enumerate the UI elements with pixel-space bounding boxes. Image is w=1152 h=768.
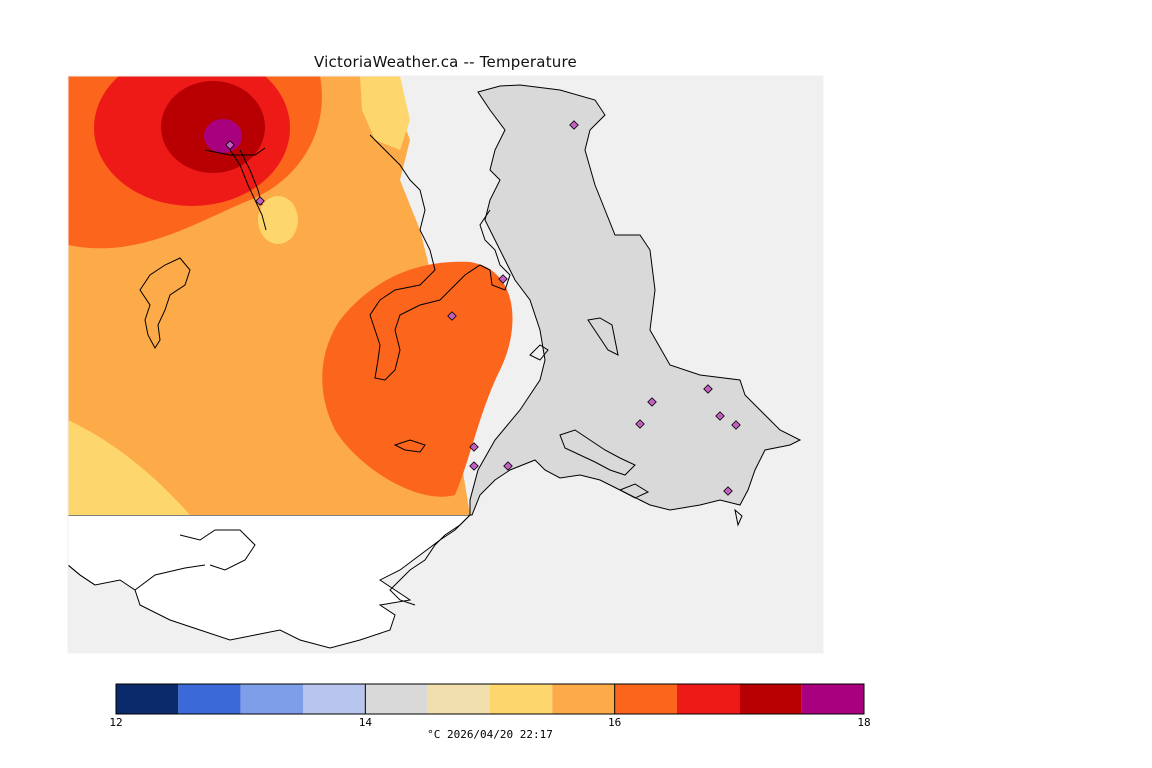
colorbar-bin (677, 684, 739, 714)
colorbar (116, 684, 864, 714)
colorbar-tick-label: 18 (857, 716, 870, 729)
colorbar-bin (615, 684, 677, 714)
colorbar-bin (365, 684, 427, 714)
colorbar-bin (739, 684, 801, 714)
colorbar-bin (802, 684, 864, 714)
colorbar-tick-label: 14 (359, 716, 372, 729)
colorbar-caption: °C 2026/04/20 22:17 (427, 728, 553, 741)
colorbar-bin (241, 684, 303, 714)
colorbar-tick-label: 12 (109, 716, 122, 729)
colorbar-bin (428, 684, 490, 714)
colorbar-bin (178, 684, 240, 714)
colorbar-tick-label: 16 (608, 716, 621, 729)
colorbar-bin (552, 684, 614, 714)
colorbar-bin (116, 684, 178, 714)
colorbar-bin (303, 684, 365, 714)
colorbar-bin (490, 684, 552, 714)
